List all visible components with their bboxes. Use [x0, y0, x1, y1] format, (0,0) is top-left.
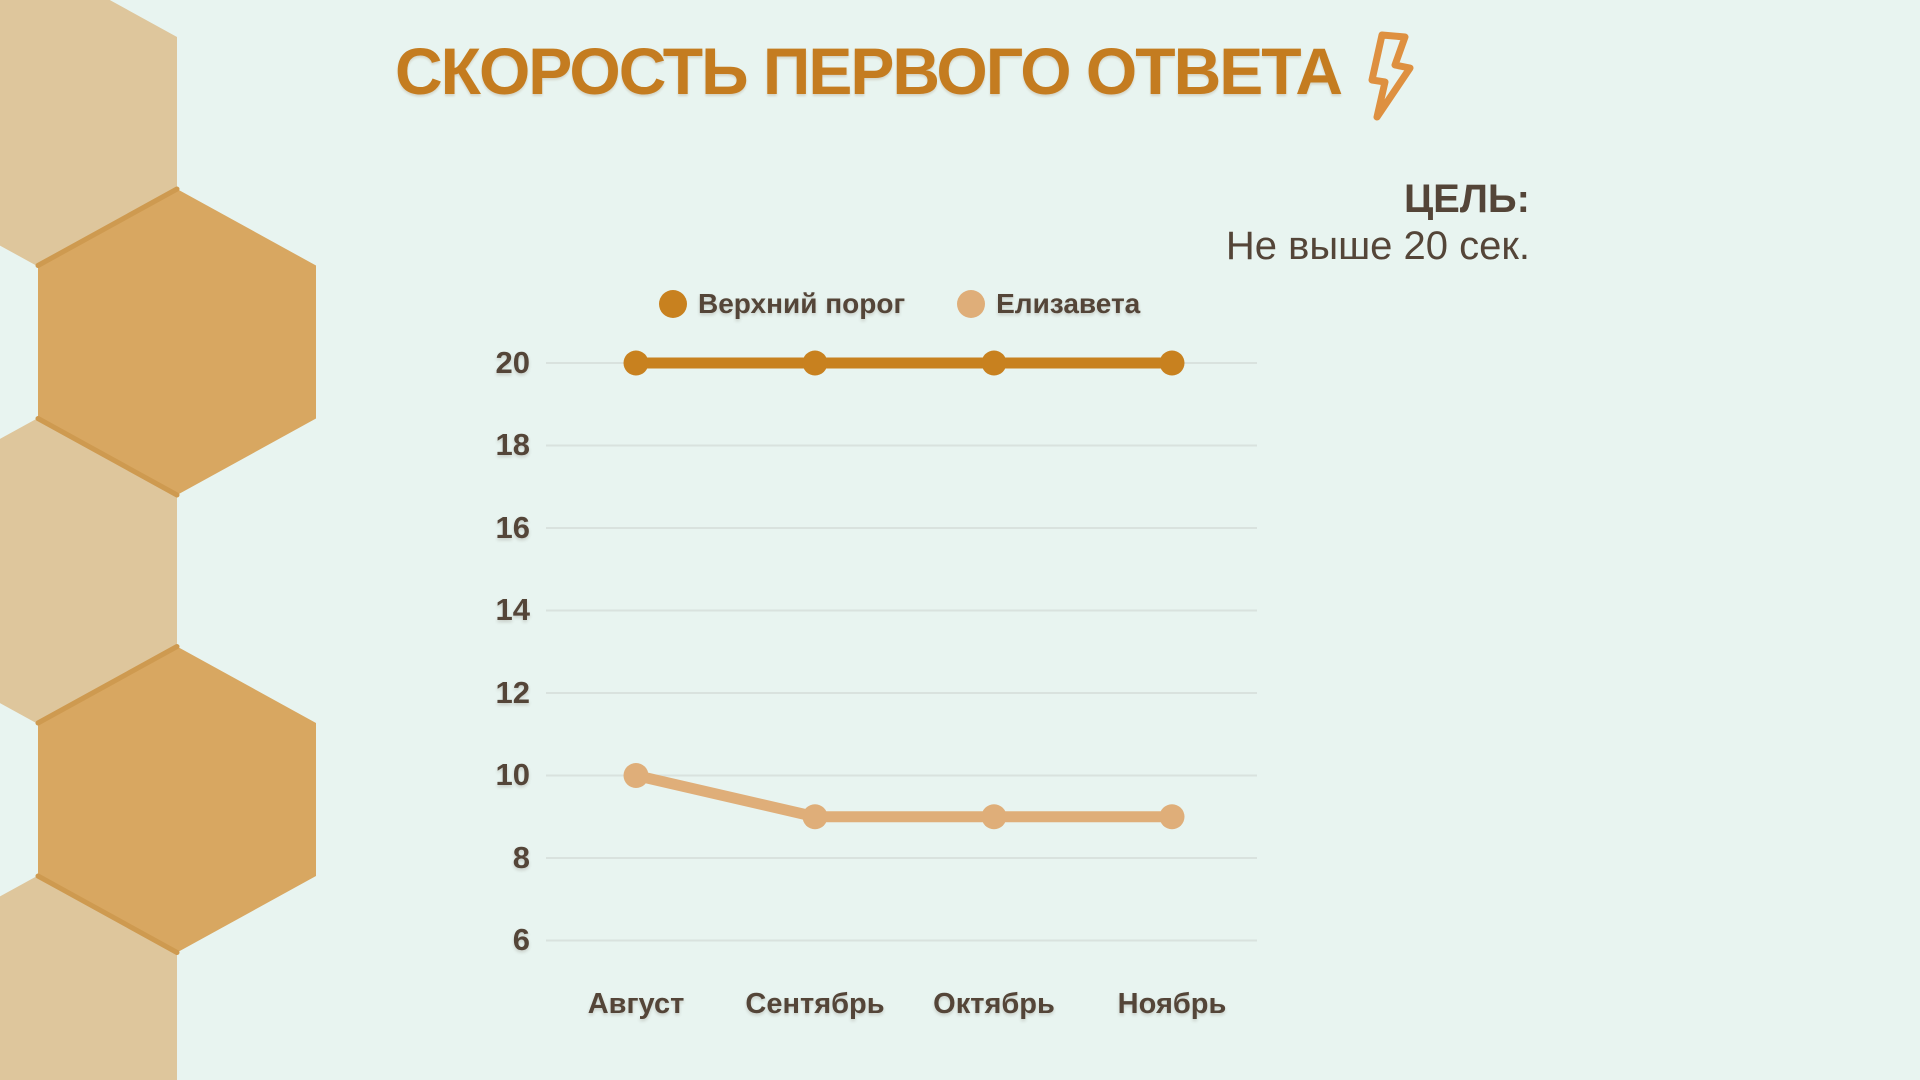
goal-text: Не выше 20 сек.	[1225, 224, 1530, 268]
y-axis-label: 6	[512, 922, 530, 957]
y-axis-label: 16	[495, 510, 530, 545]
y-axis-label: 18	[495, 427, 530, 462]
chart-legend: Верхний порог Елизавета	[659, 288, 1140, 320]
legend-item-elizaveta: Елизавета	[957, 288, 1140, 320]
goal-block: ЦЕЛЬ: Не выше 20 сек.	[1226, 176, 1530, 270]
legend-label: Елизавета	[996, 288, 1141, 319]
y-axis-label: 14	[495, 592, 530, 627]
legend-label: Верхний порог	[698, 288, 906, 319]
legend-color-dot	[957, 290, 986, 318]
series-lines	[623, 350, 1185, 830]
y-axis-label: 20	[495, 345, 530, 380]
y-axis-label: 10	[495, 757, 530, 792]
goal-label: ЦЕЛЬ:	[1403, 177, 1530, 221]
x-axis-label: Август	[587, 988, 685, 1020]
gridlines	[546, 362, 1257, 942]
lightning-bolt-icon	[1368, 31, 1414, 121]
legend-item-threshold: Верхний порог	[659, 288, 905, 320]
y-axis-label: 8	[512, 840, 530, 875]
x-axis-label: Ноябрь	[1117, 988, 1227, 1020]
page-title: СКОРОСТЬ ПЕРВОГО ОТВЕТА	[395, 34, 1343, 108]
y-axis-label: 12	[495, 675, 530, 710]
x-axis-label: Октябрь	[933, 988, 1055, 1020]
x-axis-label: Сентябрь	[745, 988, 885, 1020]
legend-color-dot	[659, 290, 687, 318]
